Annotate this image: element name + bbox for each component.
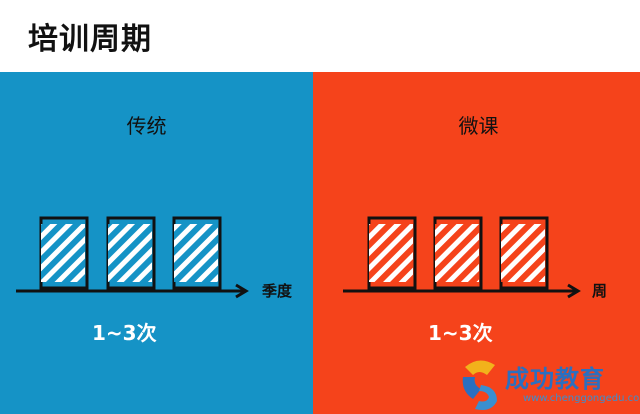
title-bar: 培训周期 <box>0 0 640 72</box>
traditional-axis-unit: 季度 <box>262 282 293 300</box>
brand-watermark: 成功教育 www.chenggongedu.com <box>455 355 640 414</box>
microlesson-diagram: 周 <box>343 216 607 300</box>
traditional-time-axis <box>16 283 249 299</box>
traditional-diagram: 季度 <box>16 216 293 300</box>
microlesson-time-axis <box>343 283 581 299</box>
traditional-block-2 <box>106 216 156 290</box>
microlesson-heading: 微课 <box>458 114 499 138</box>
traditional-count: 1~3次 <box>92 321 157 345</box>
traditional-block-3 <box>172 216 222 290</box>
microlesson-block-2 <box>433 216 483 290</box>
brand-url: www.chenggongedu.com <box>523 393 640 404</box>
microlesson-panel: 微课 周 1~3次 <box>313 72 640 414</box>
microlesson-count: 1~3次 <box>428 321 493 345</box>
brand-name: 成功教育 <box>505 365 605 393</box>
microlesson-block-3 <box>499 216 549 290</box>
microlesson-block-1 <box>367 216 417 290</box>
traditional-panel: 传统 季度 1~3次 <box>0 72 313 414</box>
traditional-block-1 <box>39 216 89 290</box>
page-title: 培训周期 <box>28 22 152 57</box>
microlesson-axis-unit: 周 <box>592 282 607 300</box>
brand-logo-icon <box>462 360 497 410</box>
traditional-heading: 传统 <box>126 114 167 138</box>
